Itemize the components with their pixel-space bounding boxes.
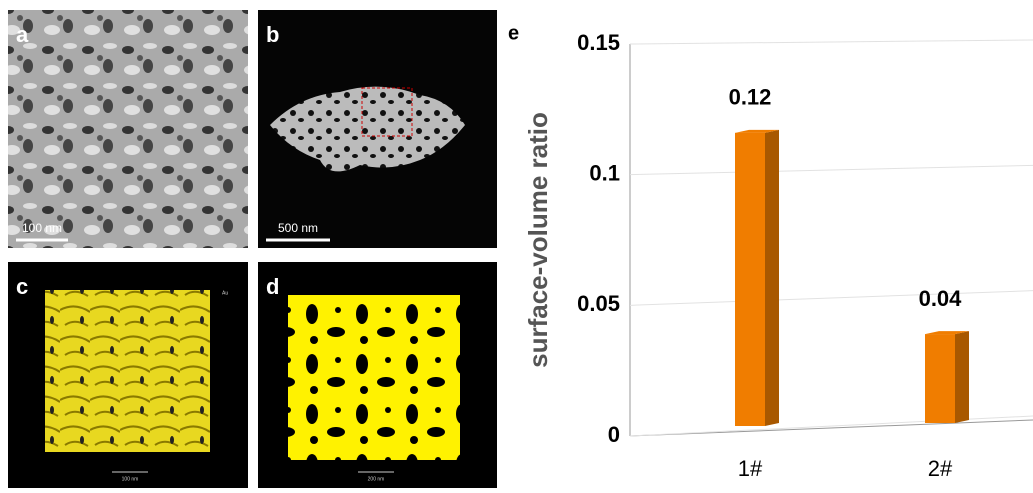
bar-side [955,331,969,423]
y-tick-label: 0.15 [577,30,620,55]
value-label: 0.12 [729,85,772,110]
grid-line [630,416,1033,436]
grid-line [630,40,1033,44]
y-tick-label: 0.05 [577,291,620,316]
chart: e surface-volume ratio 0 0.05 0.1 0.15 1# 0.1… [508,22,1033,481]
x-tick-label: 1# [738,456,763,481]
panel-b: b 500 nm [258,10,497,248]
element-tag: Au [222,290,228,296]
scale-bar-label: 100 nm [22,221,62,235]
scale-bar-label: 100 nm [122,476,139,482]
y-tick-label: 0.1 [589,160,620,185]
panel-label: e [508,22,519,44]
x-axis [630,420,1033,436]
panel-label: d [266,274,279,299]
panel-d: d 200 nm [258,262,497,488]
x-tick-label: 2# [928,456,953,481]
scale-bar-label: 200 nm [368,476,385,482]
bar-front [735,133,765,426]
grid-line [630,291,1033,306]
panel-label: c [16,274,28,299]
grid-line [630,165,1033,174]
bar-side [765,130,779,426]
panel-a: a 100 nm [8,10,248,248]
scale-bar-label: 500 nm [278,221,318,235]
panel-c: c Au 100 nm [8,262,248,488]
y-axis-label: surface-volume ratio [523,112,553,368]
bar-front [925,334,955,423]
figure: a 100 nm b 500 nm c Au 100 nm d 200 nm e… [0,0,1033,488]
panel-label: a [16,22,29,47]
y-tick-label: 0 [608,422,620,447]
value-label: 0.04 [919,286,963,311]
panel-label: b [266,22,279,47]
